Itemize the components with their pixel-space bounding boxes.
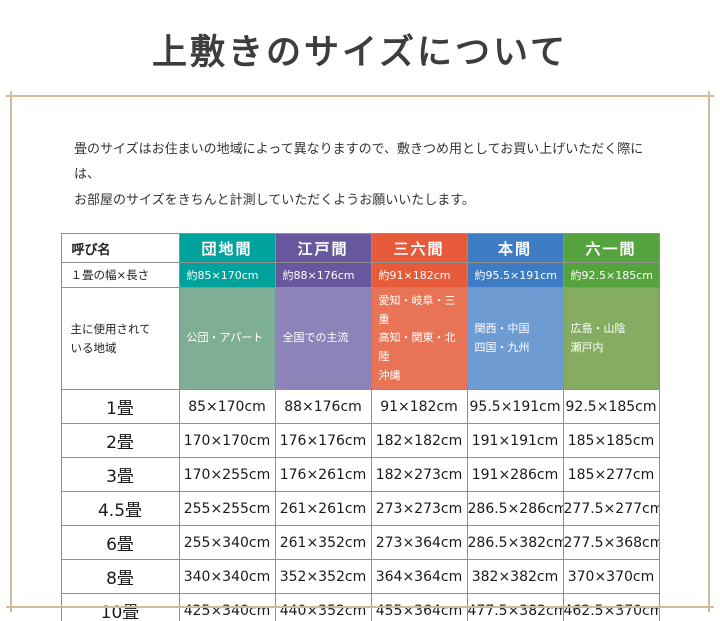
size-row-1jo: 1畳 85×170cm 88×176cm 91×182cm 95.5×191cm… bbox=[60, 389, 660, 425]
intro-text: 畳のサイズはお住まいの地域によって異なりますので、敷きつめ用としてお買い上げいた… bbox=[74, 137, 646, 213]
size-cell: 95.5×191cm bbox=[466, 389, 564, 425]
size-cell: 176×261cm bbox=[274, 457, 372, 493]
content-frame: 畳のサイズはお住まいの地域によって異なりますので、敷きつめ用としてお買い上げいた… bbox=[6, 91, 714, 621]
column-header-danchima: 団地間 bbox=[178, 233, 276, 264]
size-cell: 277.5×277cm bbox=[562, 491, 660, 527]
size-cell: 185×277cm bbox=[562, 457, 660, 493]
size-cell: 340×340cm bbox=[178, 559, 276, 595]
size-row-8jo: 8畳 340×340cm 352×352cm 364×364cm 382×382… bbox=[60, 559, 660, 595]
region-cell: 関西・中国 四国・九州 bbox=[466, 287, 564, 391]
width-length-row: １畳の幅×長さ 約85×170cm 約88×176cm 約91×182cm 約9… bbox=[60, 262, 660, 289]
corner-header: 呼び名 bbox=[60, 233, 180, 264]
size-row-label: 3畳 bbox=[60, 457, 180, 493]
size-cell: 182×273cm bbox=[370, 457, 468, 493]
frame-border-right bbox=[708, 91, 710, 612]
size-cell: 364×364cm bbox=[370, 559, 468, 595]
size-cell: 185×185cm bbox=[562, 423, 660, 459]
region-cell: 公団・アパート bbox=[178, 287, 276, 391]
frame-border-bottom bbox=[6, 606, 714, 608]
size-row-label: 4.5畳 bbox=[60, 491, 180, 527]
size-cell: 191×286cm bbox=[466, 457, 564, 493]
size-cell: 255×340cm bbox=[178, 525, 276, 561]
width-cell: 約85×170cm bbox=[178, 262, 276, 289]
size-cell: 182×182cm bbox=[370, 423, 468, 459]
column-header-rokuichima: 六一間 bbox=[562, 233, 660, 264]
size-cell: 255×255cm bbox=[178, 491, 276, 527]
size-row-label: 6畳 bbox=[60, 525, 180, 561]
frame-border-top bbox=[6, 95, 714, 97]
intro-line-1: 畳のサイズはお住まいの地域によって異なりますので、敷きつめ用としてお買い上げいた… bbox=[74, 142, 644, 183]
size-cell: 273×273cm bbox=[370, 491, 468, 527]
size-row-2jo: 2畳 170×170cm 176×176cm 182×182cm 191×191… bbox=[60, 423, 660, 459]
frame-border-left bbox=[10, 91, 12, 612]
intro-line-2: お部屋のサイズをきちんと計測していただくようお願いいたします。 bbox=[74, 192, 475, 208]
region-cell: 愛知・岐阜・三重 高知・関東・北陸 沖縄 bbox=[370, 287, 468, 391]
tatami-size-table: 呼び名 団地間 江戸間 三六間 本間 六一間 １畳の幅×長さ 約85×170cm… bbox=[60, 233, 660, 621]
width-row-label: １畳の幅×長さ bbox=[60, 262, 180, 289]
width-cell: 約95.5×191cm bbox=[466, 262, 564, 289]
size-cell: 277.5×368cm bbox=[562, 525, 660, 561]
region-cell: 全国での主流 bbox=[274, 287, 372, 391]
header-row: 呼び名 団地間 江戸間 三六間 本間 六一間 bbox=[60, 233, 660, 264]
width-cell: 約88×176cm bbox=[274, 262, 372, 289]
region-row-label: 主に使用されて いる地域 bbox=[60, 287, 180, 391]
size-row-3jo: 3畳 170×255cm 176×261cm 182×273cm 191×286… bbox=[60, 457, 660, 493]
size-cell: 286.5×286cm bbox=[466, 491, 564, 527]
region-cell: 広島・山陰 瀬戸内 bbox=[562, 287, 660, 391]
size-cell: 352×352cm bbox=[274, 559, 372, 595]
size-cell: 382×382cm bbox=[466, 559, 564, 595]
size-cell: 261×352cm bbox=[274, 525, 372, 561]
size-row-6jo: 6畳 255×340cm 261×352cm 273×364cm 286.5×3… bbox=[60, 525, 660, 561]
column-header-edoma: 江戸間 bbox=[274, 233, 372, 264]
size-row-label: 1畳 bbox=[60, 389, 180, 425]
size-cell: 261×261cm bbox=[274, 491, 372, 527]
width-cell: 約92.5×185cm bbox=[562, 262, 660, 289]
region-row: 主に使用されて いる地域 公団・アパート 全国での主流 愛知・岐阜・三重 高知・… bbox=[60, 287, 660, 391]
size-row-label: 2畳 bbox=[60, 423, 180, 459]
column-header-sabuloku: 三六間 bbox=[370, 233, 468, 264]
size-cell: 191×191cm bbox=[466, 423, 564, 459]
size-cell: 370×370cm bbox=[562, 559, 660, 595]
page-title: 上敷きのサイズについて bbox=[152, 32, 568, 73]
size-row-label: 8畳 bbox=[60, 559, 180, 595]
size-row-4-5jo: 4.5畳 255×255cm 261×261cm 273×273cm 286.5… bbox=[60, 491, 660, 527]
size-cell: 273×364cm bbox=[370, 525, 468, 561]
column-header-honma: 本間 bbox=[466, 233, 564, 264]
size-cell: 92.5×185cm bbox=[562, 389, 660, 425]
size-cell: 85×170cm bbox=[178, 389, 276, 425]
size-cell: 91×182cm bbox=[370, 389, 468, 425]
size-cell: 286.5×382cm bbox=[466, 525, 564, 561]
size-cell: 176×176cm bbox=[274, 423, 372, 459]
size-cell: 170×255cm bbox=[178, 457, 276, 493]
width-cell: 約91×182cm bbox=[370, 262, 468, 289]
size-cell: 88×176cm bbox=[274, 389, 372, 425]
size-cell: 170×170cm bbox=[178, 423, 276, 459]
